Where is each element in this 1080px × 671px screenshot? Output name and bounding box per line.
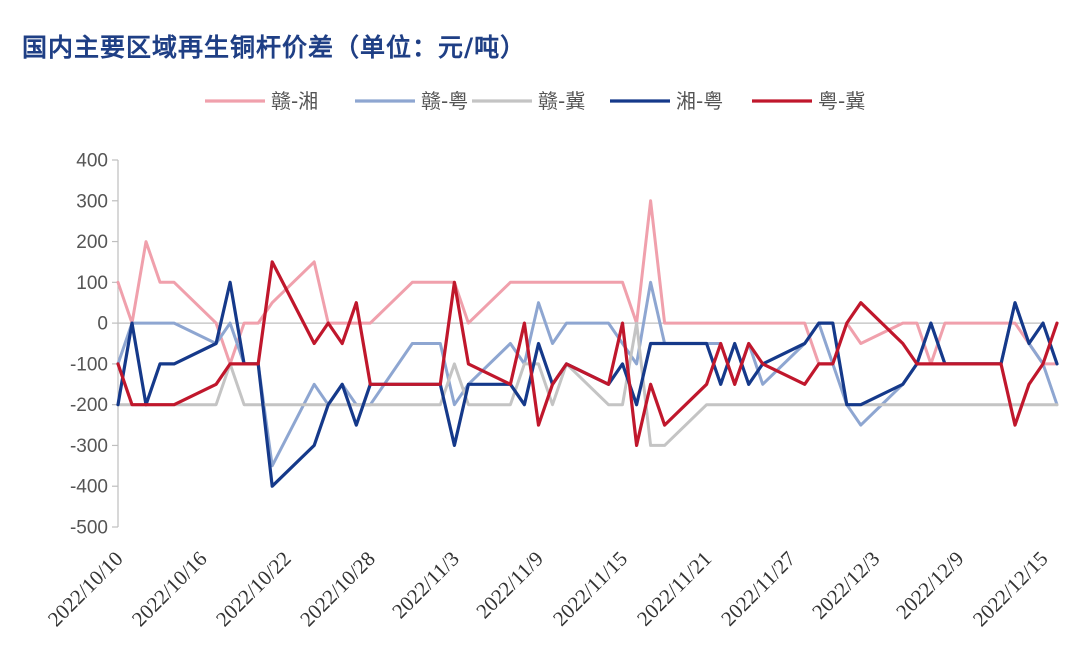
series-line-0 (116, 199, 1059, 366)
x-tick-label: 2022/10/28 (295, 547, 380, 632)
x-tick-label: 2022/12/3 (807, 547, 884, 624)
y-tick-label: -100 (70, 354, 108, 375)
y-tick-label: -500 (70, 518, 108, 539)
x-tick-label: 2022/11/9 (471, 547, 548, 624)
x-tick-label: 2022/10/22 (211, 547, 296, 632)
series-line-2 (116, 321, 1059, 447)
y-tick-label: 400 (76, 151, 108, 172)
legend-label-1: 赣-粤 (421, 89, 468, 113)
y-tick-label: -200 (70, 395, 108, 416)
x-tick-label: 2022/12/15 (968, 547, 1053, 632)
x-tick-label: 2022/10/16 (127, 547, 212, 632)
series-lines (116, 199, 1059, 488)
series-line-4 (116, 260, 1059, 447)
y-tick-label: 200 (76, 232, 108, 253)
legend-label-3: 湘-粤 (676, 89, 723, 113)
y-tick-label: 0 (97, 314, 108, 335)
legend-label-2: 赣-冀 (538, 89, 585, 113)
x-tick-label: 2022/11/15 (548, 547, 632, 631)
y-tick-label: 100 (76, 273, 108, 294)
y-tick-label: -300 (70, 436, 108, 457)
x-tick-label: 2022/11/21 (632, 547, 716, 631)
x-tick-label: 2022/10/10 (43, 547, 128, 632)
legend-label-4: 粤-冀 (818, 89, 865, 113)
chart-title: 国内主要区域再生铜杆价差（单位：元/吨） (22, 33, 527, 62)
y-tick-label: 300 (76, 191, 108, 212)
x-tick-label: 2022/12/9 (891, 547, 968, 624)
legend: 赣-湘 赣-粤 赣-冀 湘-粤 粤-冀 (205, 89, 865, 113)
x-tick-label: 2022/11/27 (716, 547, 800, 631)
x-tick-label: 2022/11/3 (387, 547, 464, 624)
y-tick-label: -400 (70, 477, 108, 498)
legend-label-0: 赣-湘 (271, 89, 318, 113)
